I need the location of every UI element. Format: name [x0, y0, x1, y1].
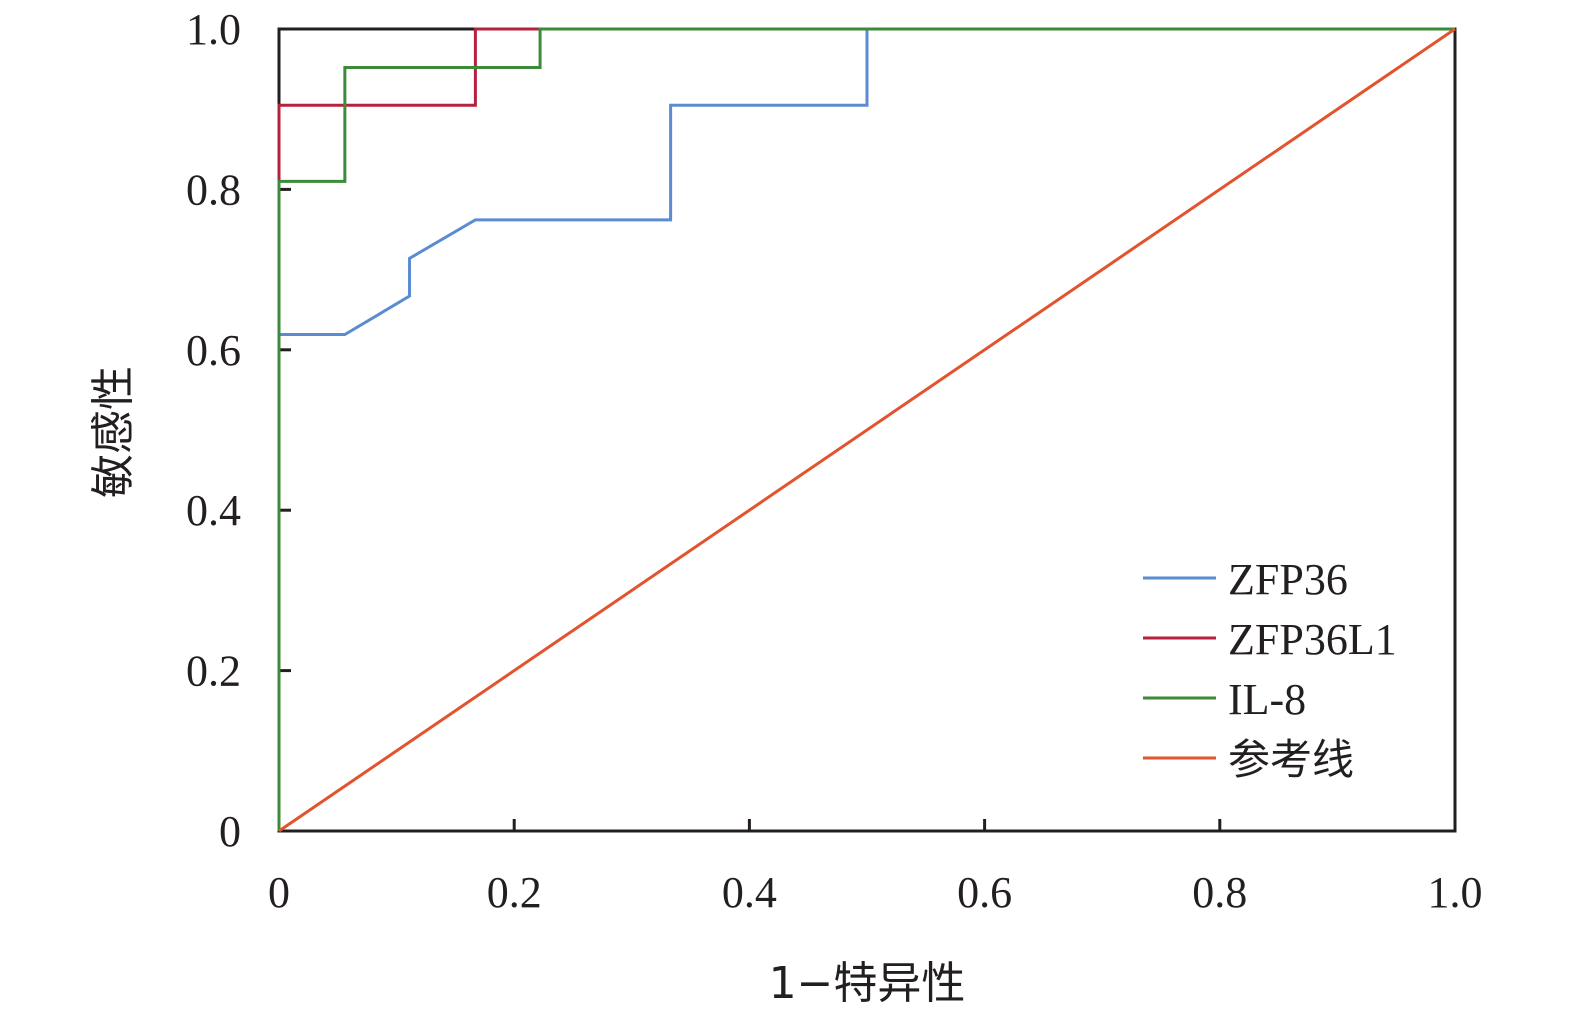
legend-label: 参考线	[1228, 735, 1354, 784]
series-line-zfp36	[277, 27, 1455, 831]
x-tick-label: 0	[268, 868, 290, 917]
y-tick-label: 1.0	[186, 5, 241, 54]
x-axis-title: 1−特异性	[769, 958, 966, 1009]
legend-label: ZFP36	[1228, 555, 1348, 604]
x-tick-label: 0.4	[722, 868, 777, 917]
y-axis-title: 敏感性	[88, 366, 139, 498]
y-tick-label: 0	[219, 807, 241, 856]
legend: ZFP36 ZFP36L1 IL-8 参考线	[1143, 555, 1397, 784]
series-lines	[277, 27, 1456, 833]
x-tick-label: 0.2	[487, 868, 542, 917]
x-tick-label: 0.8	[1192, 868, 1247, 917]
y-tick-label: 0.6	[186, 326, 241, 375]
y-tick-label: 0.4	[186, 486, 241, 535]
series-line-il-8	[277, 27, 1455, 831]
y-tick-labels: 0 0.2 0.4 0.6 0.8 1.0	[186, 5, 241, 856]
x-tick-labels: 0 0.2 0.4 0.6 0.8 1.0	[268, 868, 1483, 917]
legend-label: IL-8	[1228, 675, 1306, 724]
legend-label: ZFP36L1	[1228, 615, 1397, 664]
x-tick-label: 1.0	[1428, 868, 1483, 917]
y-tick-label: 0.2	[186, 647, 241, 696]
series-line-	[278, 27, 1456, 833]
x-tick-label: 0.6	[957, 868, 1012, 917]
y-tick-label: 0.8	[186, 165, 241, 214]
